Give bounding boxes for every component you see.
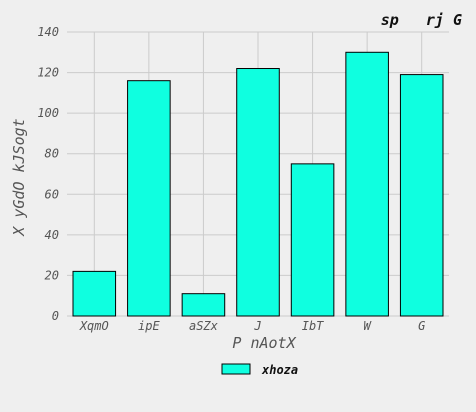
y-tick-label: 40 bbox=[45, 228, 59, 242]
y-tick-label: 20 bbox=[45, 268, 59, 282]
y-tick-labels: 0 20 40 60 80 100 120 140 bbox=[37, 25, 59, 323]
legend-label: xhoza bbox=[261, 363, 298, 377]
bar bbox=[181, 293, 226, 317]
y-tick-label: 0 bbox=[52, 309, 59, 323]
x-tick-label: ipE bbox=[138, 319, 160, 333]
x-tick-labels: XqmO ipE aSZx J IbT W G bbox=[79, 319, 425, 333]
chart-title: sp rj G bbox=[381, 11, 462, 29]
x-axis-label: P nAotX bbox=[232, 334, 296, 352]
x-tick-label: J bbox=[253, 319, 261, 333]
y-tick-label: 60 bbox=[45, 187, 59, 201]
legend-swatch bbox=[221, 363, 251, 375]
y-axis-label: X yGdO kJSogt bbox=[10, 118, 28, 236]
x-tick-label: XqmO bbox=[79, 319, 109, 333]
bar bbox=[290, 163, 335, 317]
bar bbox=[72, 270, 117, 317]
legend: xhoza bbox=[221, 363, 298, 377]
bar bbox=[345, 51, 389, 317]
x-tick-label: W bbox=[364, 319, 373, 333]
bar bbox=[236, 68, 280, 317]
y-tick-label: 120 bbox=[37, 66, 59, 80]
x-tick-label: aSZx bbox=[189, 319, 219, 333]
x-tick-label: IbT bbox=[302, 319, 324, 333]
y-tick-label: 100 bbox=[37, 106, 59, 120]
bars bbox=[72, 51, 444, 317]
y-tick-label: 80 bbox=[45, 147, 59, 161]
x-tick-label: G bbox=[418, 319, 425, 333]
bar bbox=[127, 80, 171, 317]
y-tick-label: 140 bbox=[37, 25, 59, 39]
bar bbox=[399, 74, 444, 317]
